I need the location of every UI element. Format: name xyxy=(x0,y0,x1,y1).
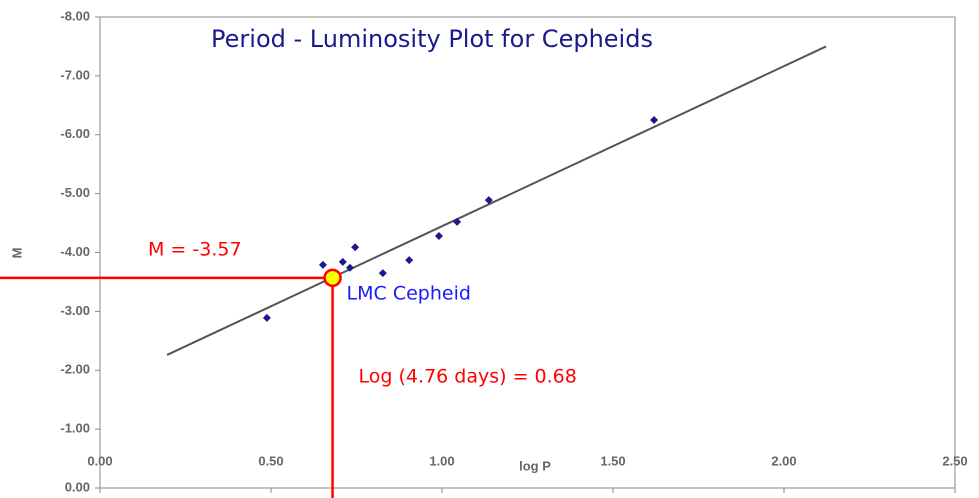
data-point xyxy=(484,196,493,205)
x-tick-label: 2.50 xyxy=(942,453,967,468)
y-tick-label: -2.00 xyxy=(60,362,90,377)
y-tick-label: -8.00 xyxy=(60,8,90,23)
data-point xyxy=(346,263,355,272)
data-point xyxy=(453,217,462,226)
x-axis-label: log P xyxy=(519,458,551,473)
y-tick-label: -5.00 xyxy=(60,185,90,200)
y-tick-label: -7.00 xyxy=(60,67,90,82)
chart-title: Period - Luminosity Plot for Cepheids xyxy=(211,25,653,53)
x-tick-label: 0.00 xyxy=(87,453,112,468)
data-point xyxy=(351,243,360,252)
highlight-label: LMC Cepheid xyxy=(347,282,471,304)
y-tick-label: 0.00 xyxy=(65,479,90,494)
x-annotation: Log (4.76 days) = 0.68 xyxy=(359,366,577,388)
highlight-point xyxy=(323,268,342,288)
data-point xyxy=(650,116,659,125)
y-annotation: M = -3.57 xyxy=(148,238,242,260)
data-point xyxy=(262,313,271,322)
y-axis-label: M xyxy=(9,248,24,259)
y-tick-label: -1.00 xyxy=(60,421,90,436)
data-point xyxy=(434,232,443,241)
x-tick-label: 2.00 xyxy=(771,453,796,468)
y-tick-label: -3.00 xyxy=(60,303,90,318)
data-point xyxy=(378,269,387,278)
y-tick-label: -6.00 xyxy=(60,126,90,141)
y-tick-label: -4.00 xyxy=(60,244,90,259)
data-point xyxy=(338,257,347,266)
x-tick-label: 0.50 xyxy=(258,453,283,468)
data-point xyxy=(405,256,414,265)
x-tick-label: 1.50 xyxy=(600,453,625,468)
trend-line xyxy=(166,45,827,356)
x-tick-label: 1.00 xyxy=(429,453,454,468)
data-point xyxy=(318,260,327,269)
